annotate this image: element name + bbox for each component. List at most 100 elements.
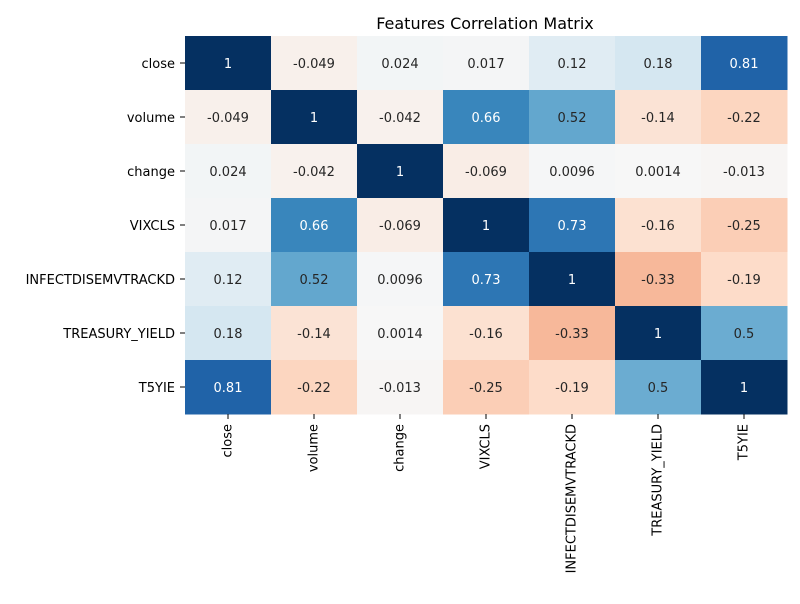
y-tick-label: TREASURY_YIELD xyxy=(62,327,175,342)
heatmap-cell-T5YIE-change xyxy=(357,360,444,415)
y-tick-label: change xyxy=(127,165,175,180)
x-tick-label: change xyxy=(393,424,408,472)
heatmap-cell-VIXCLS-T5YIE xyxy=(701,198,788,253)
y-tick-label: INFECTDISEMVTRACKD xyxy=(26,273,175,288)
heatmap-cell-T5YIE-volume xyxy=(271,360,358,415)
heatmap-cell-close-volume xyxy=(271,36,358,91)
heatmap-cell-close-T5YIE xyxy=(701,36,788,91)
cell-value-label: -0.25 xyxy=(727,219,761,234)
cell-value-label: 1 xyxy=(310,111,318,126)
cell-value-label: 1 xyxy=(568,273,576,288)
x-tick-label: T5YIE xyxy=(737,424,752,461)
heatmap-cell-TREASURY_YIELD-close xyxy=(185,306,272,361)
heatmap-cell-VIXCLS-volume xyxy=(271,198,358,253)
heatmap-cell-VIXCLS-VIXCLS xyxy=(443,198,530,253)
heatmap-cell-volume-T5YIE xyxy=(701,90,788,145)
heatmap-cell-change-T5YIE xyxy=(701,144,788,199)
heatmap-cell-TREASURY_YIELD-change xyxy=(357,306,444,361)
cell-value-label: 0.73 xyxy=(472,273,501,288)
x-tick-label: INFECTDISEMVTRACKD xyxy=(565,424,580,573)
heatmap-cell-T5YIE-INFECTDISEMVTRACKD xyxy=(529,360,616,415)
cell-value-label: 1 xyxy=(224,57,232,72)
heatmap-cell-TREASURY_YIELD-volume xyxy=(271,306,358,361)
cell-value-label: -0.16 xyxy=(469,327,503,342)
heatmap-cell-T5YIE-VIXCLS xyxy=(443,360,530,415)
heatmap-cell-INFECTDISEMVTRACKD-TREASURY_YIELD xyxy=(615,252,702,307)
cell-value-label: 0.017 xyxy=(209,219,246,234)
cell-value-label: -0.042 xyxy=(379,111,421,126)
heatmap-cell-volume-VIXCLS xyxy=(443,90,530,145)
x-tick-label: VIXCLS xyxy=(479,424,494,469)
cell-value-label: 0.52 xyxy=(300,273,329,288)
heatmap-cell-VIXCLS-TREASURY_YIELD xyxy=(615,198,702,253)
heatmap-cell-INFECTDISEMVTRACKD-change xyxy=(357,252,444,307)
heatmap-cell-VIXCLS-change xyxy=(357,198,444,253)
cell-value-label: 1 xyxy=(654,327,662,342)
heatmap-cell-TREASURY_YIELD-T5YIE xyxy=(701,306,788,361)
cell-value-label: 0.66 xyxy=(300,219,329,234)
heatmap-cell-VIXCLS-close xyxy=(185,198,272,253)
heatmap-cell-close-close xyxy=(185,36,272,91)
cell-value-label: 0.0014 xyxy=(377,327,423,342)
cell-value-label: 0.0014 xyxy=(635,165,681,180)
x-tick-label: volume xyxy=(307,424,322,472)
heatmap-cell-INFECTDISEMVTRACKD-volume xyxy=(271,252,358,307)
cell-value-label: 0.0096 xyxy=(377,273,423,288)
cell-value-label: 0.12 xyxy=(214,273,243,288)
cell-value-label: -0.33 xyxy=(555,327,589,342)
cell-value-label: 0.5 xyxy=(648,381,669,396)
cell-value-label: -0.069 xyxy=(379,219,421,234)
cell-value-label: 0.0096 xyxy=(549,165,595,180)
heatmap-cell-close-VIXCLS xyxy=(443,36,530,91)
x-tick-label: TREASURY_YIELD xyxy=(651,424,666,537)
heatmap-cell-INFECTDISEMVTRACKD-close xyxy=(185,252,272,307)
heatmap-cell-VIXCLS-INFECTDISEMVTRACKD xyxy=(529,198,616,253)
cell-value-label: 0.52 xyxy=(558,111,587,126)
y-tick-label: VIXCLS xyxy=(130,219,175,234)
cell-value-label: -0.22 xyxy=(297,381,331,396)
cell-value-label: 0.017 xyxy=(467,57,504,72)
chart-title: Features Correlation Matrix xyxy=(376,14,594,33)
y-tick-label: T5YIE xyxy=(138,381,175,396)
cell-value-label: 0.12 xyxy=(558,57,587,72)
heatmap-cell-close-INFECTDISEMVTRACKD xyxy=(529,36,616,91)
heatmap-cell-close-TREASURY_YIELD xyxy=(615,36,702,91)
heatmap-cell-TREASURY_YIELD-TREASURY_YIELD xyxy=(615,306,702,361)
heatmap-cell-change-close xyxy=(185,144,272,199)
heatmap-cell-TREASURY_YIELD-INFECTDISEMVTRACKD xyxy=(529,306,616,361)
cell-value-label: -0.042 xyxy=(293,165,335,180)
cell-value-label: 1 xyxy=(396,165,404,180)
x-axis: close volume change VIXCLS INFECTDISEMVTRACK… xyxy=(221,414,752,573)
cell-value-label: 1 xyxy=(482,219,490,234)
heatmap-cell-change-TREASURY_YIELD xyxy=(615,144,702,199)
cell-value-label: -0.19 xyxy=(555,381,589,396)
y-axis: close volume change VIXCLS INFECTDISEMVTRACK… xyxy=(26,57,185,396)
cell-value-label: 0.5 xyxy=(734,327,755,342)
cell-value-label: -0.049 xyxy=(293,57,335,72)
cell-value-label: 0.73 xyxy=(558,219,587,234)
heatmap-cell-INFECTDISEMVTRACKD-VIXCLS xyxy=(443,252,530,307)
heatmap-cell-volume-INFECTDISEMVTRACKD xyxy=(529,90,616,145)
heatmap-cell-change-VIXCLS xyxy=(443,144,530,199)
cell-value-label: 0.81 xyxy=(214,381,243,396)
cell-value-label: -0.049 xyxy=(207,111,249,126)
cell-value-label: -0.14 xyxy=(297,327,331,342)
heatmap-cell-TREASURY_YIELD-VIXCLS xyxy=(443,306,530,361)
heatmap-cell-INFECTDISEMVTRACKD-INFECTDISEMVTRACKD xyxy=(529,252,616,307)
heatmap-cell-volume-volume xyxy=(271,90,358,145)
heatmap-cell-change-volume xyxy=(271,144,358,199)
heatmap-cell-change-change xyxy=(357,144,444,199)
cell-value-label: 0.81 xyxy=(730,57,759,72)
cell-value-label: -0.33 xyxy=(641,273,675,288)
heatmap-cells xyxy=(185,36,788,415)
cell-value-label: 0.024 xyxy=(209,165,246,180)
heatmap-cell-INFECTDISEMVTRACKD-T5YIE xyxy=(701,252,788,307)
cell-value-label: 0.024 xyxy=(381,57,418,72)
heatmap-cell-volume-close xyxy=(185,90,272,145)
cell-value-label: 0.18 xyxy=(214,327,243,342)
heatmap-cell-volume-change xyxy=(357,90,444,145)
heatmap-cell-change-INFECTDISEMVTRACKD xyxy=(529,144,616,199)
heatmap-cell-close-change xyxy=(357,36,444,91)
